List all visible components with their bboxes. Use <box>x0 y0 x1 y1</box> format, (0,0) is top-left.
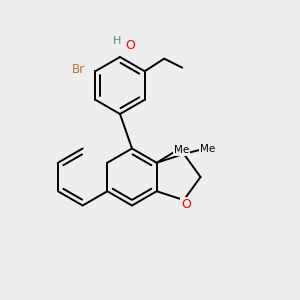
Text: O: O <box>126 39 135 52</box>
Text: O: O <box>181 198 191 211</box>
Text: Me: Me <box>174 145 189 155</box>
Text: H: H <box>113 35 121 46</box>
Text: Me: Me <box>200 144 215 154</box>
Text: Br: Br <box>72 63 86 76</box>
